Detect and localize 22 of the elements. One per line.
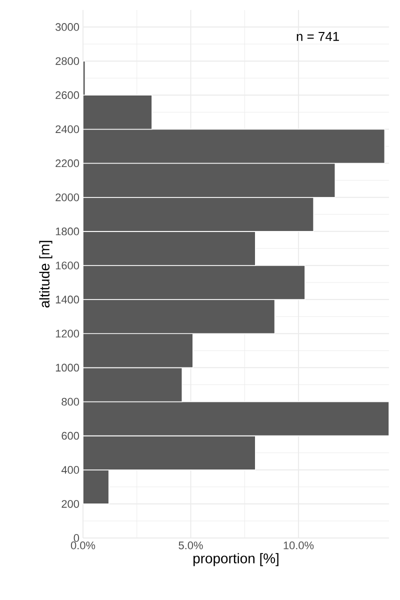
- y-tick-label: 200: [62, 500, 80, 508]
- y-axis-title: altitude [m]: [39, 240, 52, 308]
- y-tick-label: 2800: [56, 57, 80, 65]
- x-tick-label: 0.0%: [70, 542, 96, 550]
- y-tick-label: 0: [74, 534, 80, 542]
- y-tick-label: 2200: [56, 159, 80, 168]
- y-tick-label: 1200: [56, 330, 80, 338]
- y-tick-label: 1800: [56, 228, 80, 236]
- y-tick-label: 2000: [56, 193, 80, 202]
- x-tick-label: 10.0%: [284, 542, 314, 550]
- y-tick-label: 600: [62, 432, 80, 440]
- x-tick-label: 5.0%: [178, 542, 203, 550]
- y-tick-label: 1400: [56, 296, 80, 304]
- annotation: n = 741: [296, 32, 339, 41]
- y-tick-label: 1000: [56, 364, 80, 372]
- x-axis-title: proportion [%]: [193, 553, 278, 566]
- y-tick-label: 2400: [56, 125, 80, 134]
- y-tick-label: 2600: [56, 91, 80, 100]
- y-tick-label: 3000: [56, 23, 80, 31]
- y-tick-label: 400: [61, 466, 80, 474]
- y-tick-label: 800: [62, 398, 80, 406]
- y-tick-label: 1600: [56, 262, 80, 270]
